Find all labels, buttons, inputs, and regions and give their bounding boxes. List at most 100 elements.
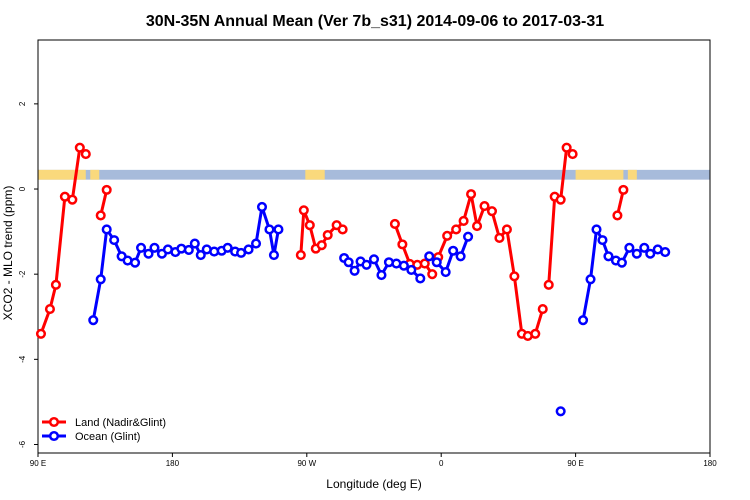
data-point bbox=[509, 271, 520, 282]
data-point bbox=[561, 142, 572, 153]
plot-frame bbox=[37, 39, 711, 454]
data-point bbox=[660, 246, 671, 258]
y-axis-label: XCO2 - MLO trend (ppm) bbox=[1, 186, 15, 321]
legend-item: Land (Nadir&Glint) bbox=[42, 416, 166, 429]
y-tick-label: -6 bbox=[18, 440, 27, 448]
data-point bbox=[406, 264, 417, 275]
chart-title: 30N-35N Annual Mean (Ver 7b_s31) 2014-09… bbox=[146, 13, 604, 30]
data-point bbox=[427, 269, 438, 280]
data-point bbox=[567, 149, 578, 160]
data-point bbox=[397, 239, 408, 250]
data-point bbox=[368, 254, 380, 265]
x-tick-label: 180 bbox=[703, 459, 717, 468]
series-land bbox=[35, 142, 629, 341]
data-point bbox=[455, 251, 466, 262]
data-point bbox=[322, 229, 333, 241]
series-ocean bbox=[88, 201, 671, 417]
data-point bbox=[530, 328, 541, 339]
data-point bbox=[337, 224, 348, 235]
data-point bbox=[361, 259, 372, 270]
y-tick-label: -2 bbox=[18, 270, 27, 278]
data-point bbox=[268, 249, 279, 261]
data-point bbox=[442, 230, 453, 241]
ocean-band bbox=[38, 169, 710, 180]
data-point bbox=[466, 189, 477, 200]
data-point bbox=[398, 260, 409, 271]
land-band-segment bbox=[38, 169, 86, 180]
data-point bbox=[603, 251, 614, 262]
data-point bbox=[264, 224, 275, 235]
x-axis-label: Longitude (deg E) bbox=[326, 477, 421, 491]
data-point bbox=[624, 242, 635, 253]
x-tick-label: 90 E bbox=[567, 459, 583, 468]
legend: Land (Nadir&Glint) Ocean (Glint) bbox=[42, 416, 166, 443]
data-point bbox=[616, 257, 627, 268]
data-point bbox=[304, 220, 315, 231]
data-point bbox=[645, 248, 656, 259]
land-band-segment bbox=[305, 169, 325, 180]
data-point bbox=[243, 244, 254, 255]
x-tick-label: 0 bbox=[439, 459, 444, 468]
data-point bbox=[67, 194, 78, 205]
series-line bbox=[91, 205, 280, 321]
y-tick-label: 2 bbox=[18, 101, 27, 106]
series-layer bbox=[35, 142, 671, 417]
data-point bbox=[149, 242, 160, 253]
data-point bbox=[431, 257, 442, 268]
legend-label: Land (Nadir&Glint) bbox=[75, 417, 166, 429]
data-point bbox=[415, 273, 426, 284]
data-point bbox=[471, 221, 483, 232]
data-point bbox=[298, 205, 309, 216]
land-band-segment bbox=[627, 169, 637, 180]
data-point bbox=[95, 274, 106, 285]
data-point bbox=[631, 248, 642, 259]
data-point bbox=[183, 244, 194, 255]
data-point bbox=[295, 249, 306, 261]
data-point bbox=[50, 279, 61, 290]
legend-swatch-marker bbox=[48, 430, 60, 442]
data-point bbox=[448, 245, 459, 256]
data-point bbox=[440, 266, 451, 278]
land-ocean-band bbox=[38, 169, 710, 180]
data-point bbox=[101, 184, 112, 195]
legend-label: Ocean (Glint) bbox=[75, 431, 140, 443]
data-point bbox=[555, 406, 566, 417]
series-line bbox=[581, 227, 666, 321]
x-tick-label: 180 bbox=[166, 459, 180, 468]
data-point bbox=[130, 257, 141, 268]
data-point bbox=[389, 218, 400, 229]
data-point bbox=[591, 224, 602, 235]
legend-swatch-marker bbox=[48, 416, 60, 428]
data-point bbox=[222, 242, 233, 253]
data-point bbox=[80, 149, 91, 160]
data-point bbox=[585, 274, 596, 285]
data-point bbox=[349, 265, 360, 276]
data-point bbox=[143, 248, 154, 259]
data-point bbox=[612, 210, 623, 221]
data-point bbox=[95, 210, 106, 221]
data-point bbox=[101, 224, 112, 235]
data-point bbox=[451, 224, 462, 235]
land-band-segment bbox=[90, 169, 100, 180]
data-point bbox=[189, 238, 200, 249]
data-point bbox=[555, 194, 566, 205]
data-point bbox=[597, 235, 608, 246]
data-point bbox=[343, 257, 354, 268]
data-point bbox=[494, 232, 505, 244]
data-point bbox=[501, 224, 512, 235]
data-point bbox=[537, 304, 548, 315]
x-axis: 90 E 180 90 W 0 90 E 180 bbox=[30, 453, 717, 468]
data-point bbox=[44, 304, 55, 315]
x-tick-label: 90 E bbox=[30, 459, 46, 468]
data-point bbox=[135, 242, 147, 253]
data-point bbox=[424, 251, 435, 262]
legend-item: Ocean (Glint) bbox=[42, 430, 140, 443]
data-point bbox=[463, 231, 474, 242]
y-axis: -6 -4 -2 0 2 bbox=[18, 101, 38, 448]
data-point bbox=[256, 201, 268, 212]
data-point bbox=[618, 184, 629, 195]
y-tick-label: -4 bbox=[18, 355, 27, 363]
data-point bbox=[486, 206, 498, 217]
data-point bbox=[316, 240, 327, 251]
